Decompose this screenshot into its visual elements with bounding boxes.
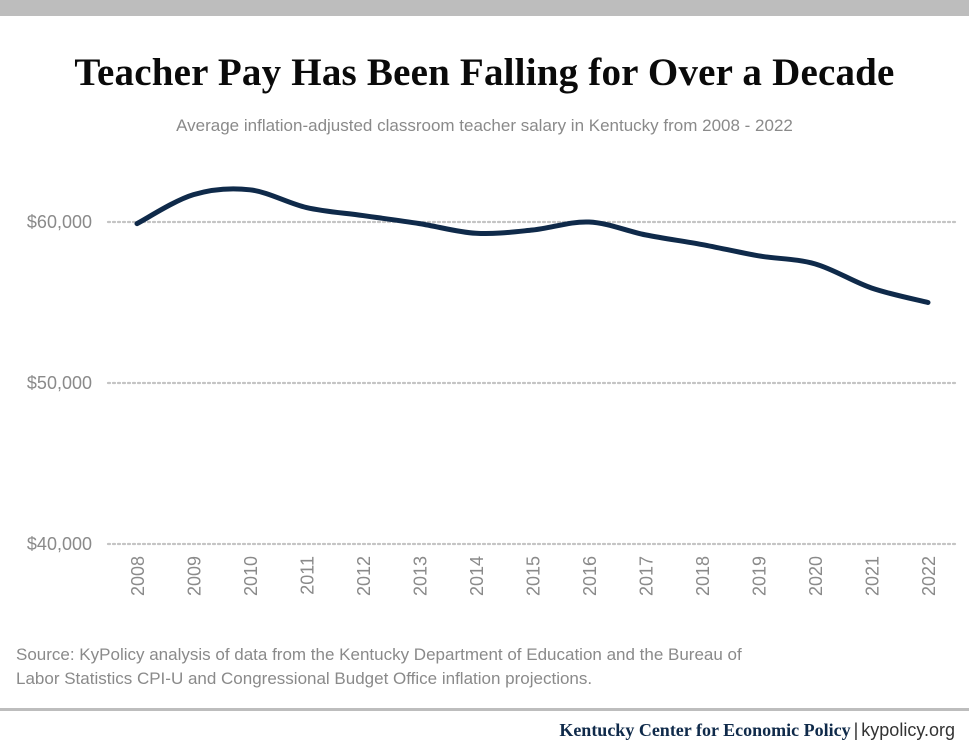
x-tick-label: 2022 [919,556,939,596]
bottom-rule [0,708,969,711]
data-point [813,261,818,266]
source-note: Source: KyPolicy analysis of data from t… [16,643,916,691]
x-tick-label: 2020 [806,556,826,596]
x-tick-label: 2017 [637,556,657,596]
data-point [700,242,705,247]
top-rule [0,0,969,16]
x-tick-label: 2009 [185,556,205,596]
data-point [135,221,140,226]
data-point [643,232,648,237]
x-tick-label: 2014 [467,556,487,596]
x-tick-label: 2011 [298,556,318,595]
chart-subtitle: Average inflation-adjusted classroom tea… [176,116,793,135]
data-point [417,221,422,226]
x-tick-label: 2013 [411,556,431,596]
data-point [361,213,366,218]
chart-title: Teacher Pay Has Been Falling for Over a … [74,51,895,94]
data-point [474,231,479,236]
source-line-2: Labor Statistics CPI-U and Congressional… [16,669,593,688]
x-tick-label: 2012 [354,556,374,596]
data-point [756,253,761,258]
salary-series-line [134,186,931,305]
x-tick-label: 2018 [693,556,713,596]
footer-org-name: Kentucky Center for Economic Policy [559,720,851,740]
y-tick-label: $60,000 [27,212,92,232]
footer-separator: | [853,720,859,740]
y-tick-label: $50,000 [27,373,92,393]
data-point [530,228,535,233]
x-tick-label: 2021 [863,556,883,596]
x-tick-label: 2010 [241,556,261,596]
data-point [869,286,874,291]
x-tick-label: 2015 [524,556,544,596]
footer-website-link[interactable]: kypolicy.org [861,720,955,740]
data-point [587,220,592,225]
data-point [304,205,309,210]
x-tick-label: 2016 [580,556,600,596]
data-point [248,187,253,192]
footer-credit: Kentucky Center for Economic Policy | kypo… [559,720,955,741]
x-tick-label: 2019 [750,556,770,596]
data-point [191,192,196,197]
y-tick-label: $40,000 [27,534,92,554]
data-point [926,300,931,305]
source-line-1: Source: KyPolicy analysis of data from t… [16,645,742,664]
x-tick-label: 2008 [128,556,148,596]
